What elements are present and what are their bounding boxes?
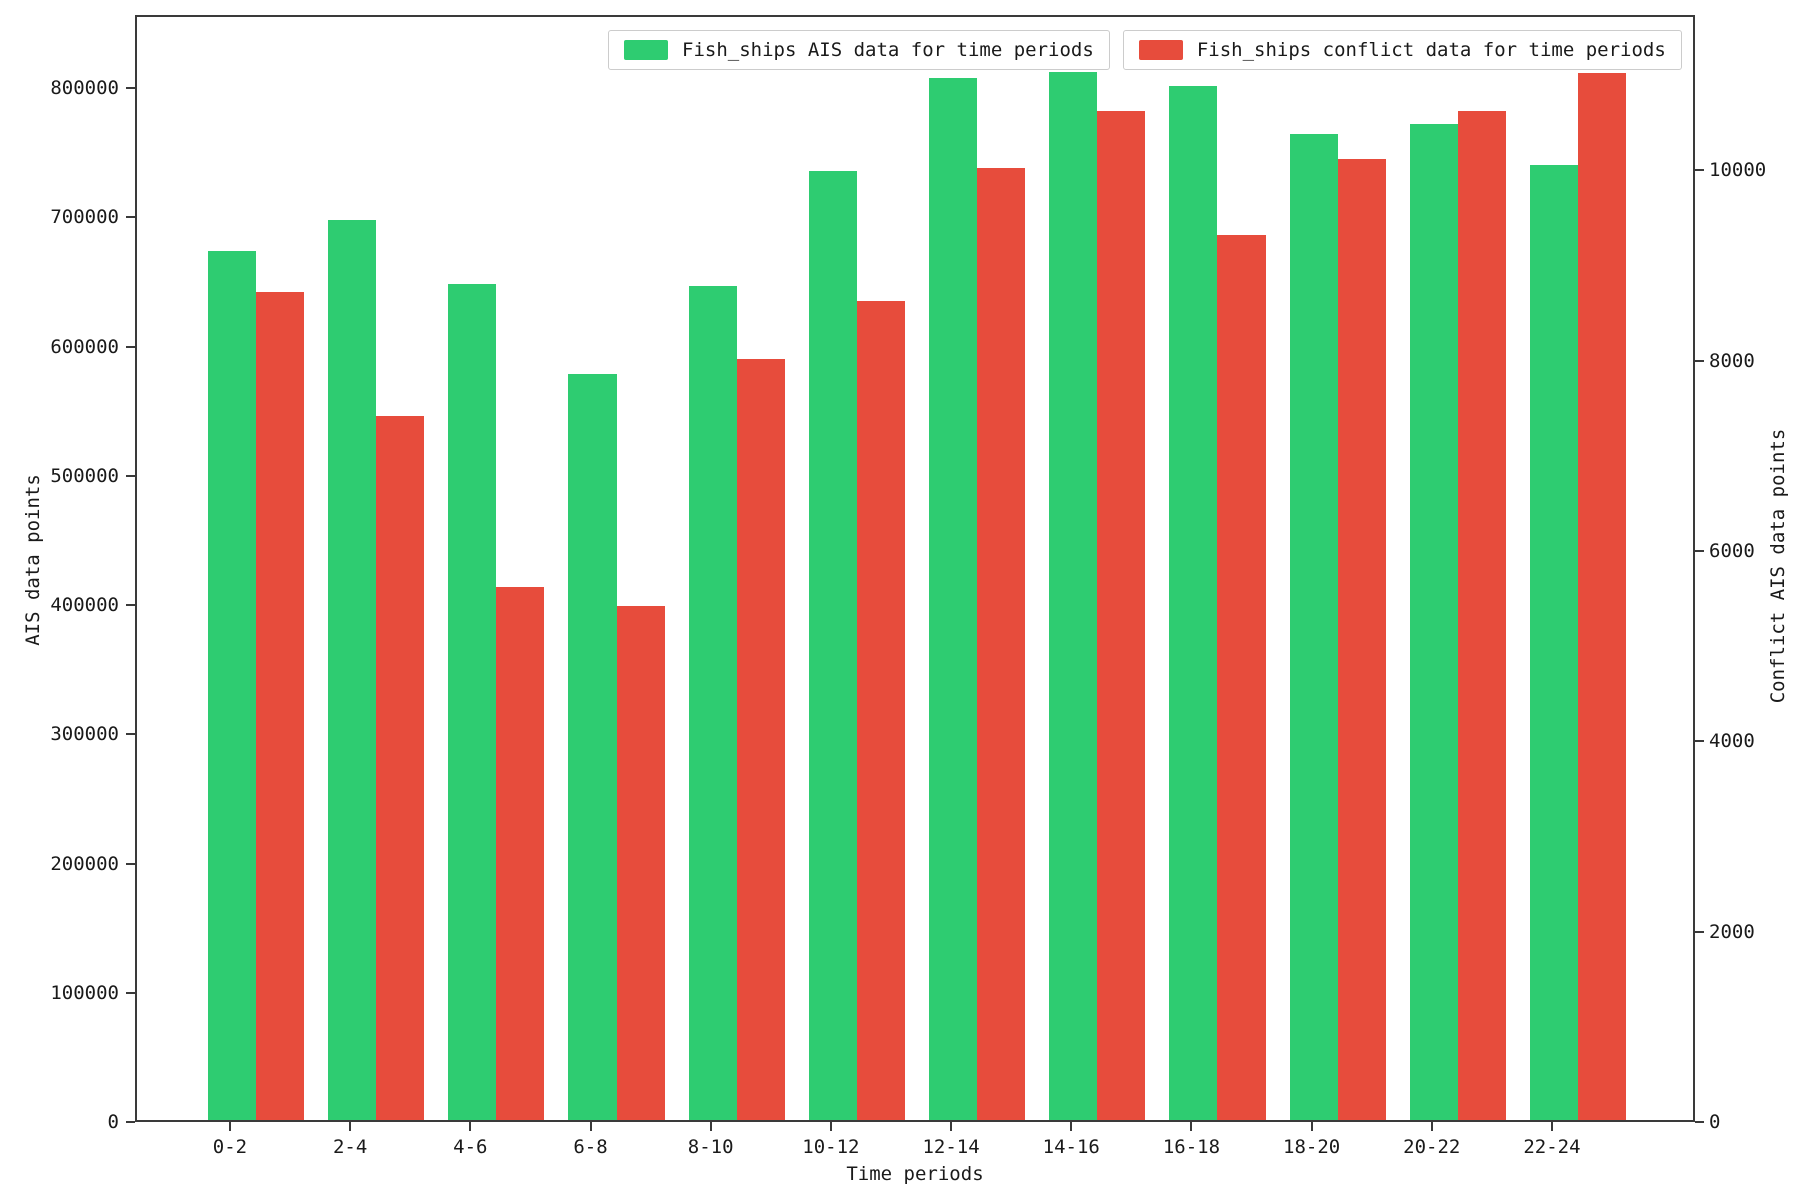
x-tick-label-20-22: 20-22 xyxy=(1403,1136,1461,1158)
legend-label-ais: Fish_ships AIS data for time periods xyxy=(682,39,1094,61)
x-tick-label-22-24: 22-24 xyxy=(1523,1136,1581,1158)
ais-bar-12-14 xyxy=(929,78,978,1120)
right-y-tick-label-2000: 2000 xyxy=(1709,920,1755,943)
x-tick-label-0-2: 0-2 xyxy=(212,1136,248,1158)
left-y-tick-300000 xyxy=(126,733,135,736)
y-axis-label-right: Conflict AIS data points xyxy=(1767,428,1789,704)
x-tick-label-4-6: 4-6 xyxy=(453,1136,488,1158)
right-y-tick-label-10000: 10000 xyxy=(1709,159,1767,182)
left-y-tick-400000 xyxy=(126,604,135,606)
right-y-tick-label-8000: 8000 xyxy=(1709,349,1755,372)
x-tick-label-12-14: 12-14 xyxy=(922,1136,980,1158)
conflict-bar-18-20 xyxy=(1337,158,1386,1120)
right-y-tick-2000 xyxy=(1695,930,1704,933)
legend-label-conflict: Fish_ships conflict data for time period… xyxy=(1196,39,1666,61)
ais-bar-8-10 xyxy=(688,286,737,1120)
right-y-tick-0 xyxy=(1695,1121,1704,1123)
x-tick-18-20 xyxy=(1310,1122,1313,1131)
ais-bar-4-6 xyxy=(448,283,497,1120)
right-y-tick-8000 xyxy=(1695,359,1704,362)
right-y-tick-label-0: 0 xyxy=(1709,1111,1721,1133)
ais-bar-22-24 xyxy=(1529,164,1578,1120)
conflict-bar-0-2 xyxy=(255,291,305,1120)
left-y-tick-700000 xyxy=(126,216,135,219)
x-tick-label-14-16: 14-16 xyxy=(1042,1136,1100,1158)
right-y-tick-label-4000: 4000 xyxy=(1709,730,1755,753)
conflict-bar-16-18 xyxy=(1217,234,1266,1120)
left-y-tick-label-400000: 400000 xyxy=(50,594,119,616)
left-y-tick-0 xyxy=(126,1121,135,1123)
x-tick-6-8 xyxy=(589,1122,592,1131)
left-y-tick-label-600000: 600000 xyxy=(50,335,119,358)
conflict-bar-22-24 xyxy=(1578,72,1627,1120)
x-tick-12-14 xyxy=(950,1122,953,1131)
ais-bar-2-4 xyxy=(328,220,377,1120)
conflict-bar-20-22 xyxy=(1457,111,1506,1120)
legend-swatch-red xyxy=(1138,40,1183,60)
legend-swatch-green xyxy=(624,40,668,60)
left-y-tick-label-0: 0 xyxy=(107,1111,119,1133)
x-tick-label-8-10: 8-10 xyxy=(687,1136,734,1158)
left-y-tick-label-100000: 100000 xyxy=(50,981,119,1004)
plot-area: Fish_ships AIS data for time periods Fis… xyxy=(135,15,1695,1122)
left-y-tick-100000 xyxy=(126,991,135,994)
x-tick-22-24 xyxy=(1550,1122,1553,1131)
legend: Fish_ships AIS data for time periods Fis… xyxy=(608,30,1682,70)
conflict-bar-14-16 xyxy=(1097,111,1146,1120)
left-y-tick-label-500000: 500000 xyxy=(50,464,119,487)
x-tick-label-16-18: 16-18 xyxy=(1162,1136,1221,1158)
x-tick-4-6 xyxy=(469,1122,472,1131)
left-y-tick-label-700000: 700000 xyxy=(50,206,119,229)
x-tick-0-2 xyxy=(228,1122,231,1131)
x-tick-14-16 xyxy=(1070,1122,1073,1131)
y-axis-label-left: AIS data points xyxy=(22,474,44,646)
x-tick-label-10-12: 10-12 xyxy=(802,1136,860,1158)
x-tick-10-12 xyxy=(829,1122,832,1131)
ais-bar-0-2 xyxy=(207,251,256,1120)
x-tick-label-18-20: 18-20 xyxy=(1283,1136,1341,1158)
x-tick-16-18 xyxy=(1190,1122,1193,1131)
x-tick-20-22 xyxy=(1430,1122,1433,1131)
x-tick-label-2-4: 2-4 xyxy=(332,1136,368,1158)
left-y-tick-200000 xyxy=(126,862,135,865)
ais-bar-18-20 xyxy=(1289,133,1338,1120)
conflict-bar-8-10 xyxy=(736,358,785,1120)
x-tick-2-4 xyxy=(349,1122,352,1131)
ais-bar-10-12 xyxy=(808,171,857,1120)
left-y-tick-600000 xyxy=(126,345,135,348)
conflict-bar-6-8 xyxy=(616,606,665,1120)
x-tick-label-6-8: 6-8 xyxy=(573,1136,608,1158)
ais-bar-14-16 xyxy=(1049,71,1098,1120)
conflict-bar-4-6 xyxy=(496,586,545,1120)
right-y-tick-10000 xyxy=(1695,169,1704,172)
left-y-tick-800000 xyxy=(126,87,135,90)
legend-entry-conflict: Fish_ships conflict data for time period… xyxy=(1122,30,1682,70)
left-y-tick-label-300000: 300000 xyxy=(50,723,119,746)
left-y-tick-500000 xyxy=(126,474,135,477)
conflict-bar-2-4 xyxy=(376,415,425,1120)
conflict-bar-10-12 xyxy=(856,301,905,1120)
right-y-tick-label-6000: 6000 xyxy=(1709,539,1755,562)
left-y-tick-label-200000: 200000 xyxy=(50,852,119,875)
x-tick-8-10 xyxy=(709,1122,712,1131)
left-y-tick-label-800000: 800000 xyxy=(50,77,119,100)
right-y-tick-6000 xyxy=(1695,549,1704,552)
ais-bar-16-18 xyxy=(1169,86,1218,1120)
x-axis-label: Time periods xyxy=(846,1163,984,1185)
legend-entry-ais: Fish_ships AIS data for time periods xyxy=(608,30,1110,70)
right-y-tick-4000 xyxy=(1695,740,1704,743)
conflict-bar-12-14 xyxy=(977,168,1026,1120)
ais-bar-6-8 xyxy=(568,374,617,1120)
ais-bar-20-22 xyxy=(1409,123,1458,1120)
